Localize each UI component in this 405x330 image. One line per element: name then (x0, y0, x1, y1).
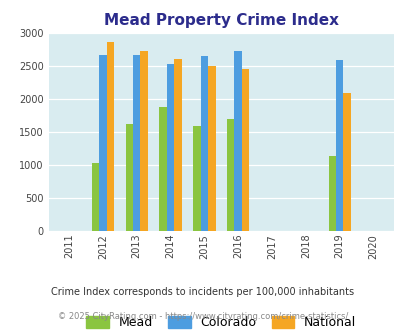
Bar (133, 55, 140, 231)
Bar (226, 119, 234, 231)
Bar (166, 64, 174, 231)
Bar (193, 126, 200, 231)
Bar (140, 51, 147, 231)
Bar (99, 55, 106, 231)
Text: © 2025 CityRating.com - https://www.cityrating.com/crime-statistics/: © 2025 CityRating.com - https://www.city… (58, 312, 347, 321)
Bar (234, 51, 241, 231)
Bar (328, 156, 335, 231)
Bar (106, 42, 114, 231)
Text: Crime Index corresponds to incidents per 100,000 inhabitants: Crime Index corresponds to incidents per… (51, 287, 354, 297)
Bar (241, 69, 249, 231)
Bar (92, 163, 99, 231)
Bar (343, 93, 350, 231)
Bar (208, 66, 215, 231)
Legend: Mead, Colorado, National: Mead, Colorado, National (82, 313, 359, 330)
Bar (174, 59, 181, 231)
Bar (335, 60, 343, 231)
Bar (159, 107, 166, 231)
Bar (125, 124, 133, 231)
Bar (200, 56, 207, 231)
Title: Mead Property Crime Index: Mead Property Crime Index (104, 13, 338, 28)
